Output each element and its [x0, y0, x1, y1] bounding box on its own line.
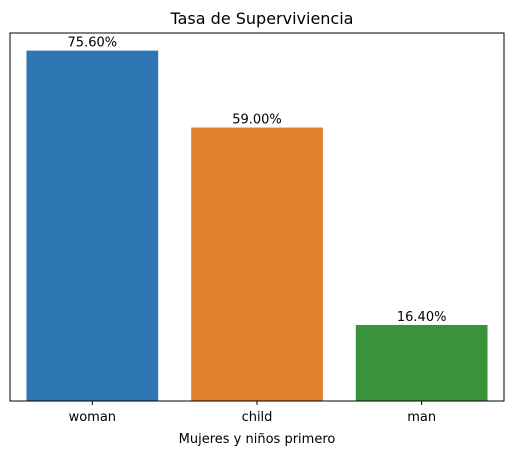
bar-woman: [26, 50, 159, 401]
x-tick-label-man: man: [407, 410, 436, 425]
x-tick-label-child: child: [242, 410, 273, 425]
x-tick-label-woman: woman: [69, 410, 116, 425]
x-axis-label: Mujeres y niños primero: [179, 432, 336, 447]
bar-man: [355, 324, 488, 401]
data-label-man: 16.40%: [397, 310, 447, 325]
chart-title: Tasa de Superviviencia: [170, 9, 354, 28]
bar-child: [191, 127, 323, 401]
data-label-child: 59.00%: [232, 113, 282, 128]
bars-group: 75.60% 59.00% 16.40%: [26, 36, 488, 401]
x-axis: woman child man: [69, 401, 436, 425]
data-label-woman: 75.60%: [68, 36, 118, 51]
